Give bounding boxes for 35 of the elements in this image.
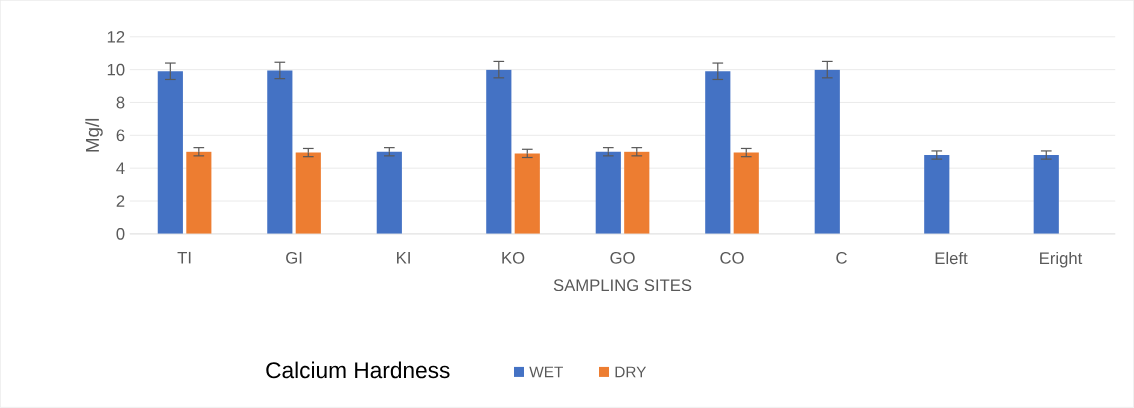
y-tick-label: 8 (116, 96, 125, 109)
bar (514, 153, 540, 235)
x-tick-label: GI (286, 252, 302, 264)
x-tick-label: KO (502, 252, 525, 264)
x-tick-label: TI (177, 252, 191, 264)
y-tick-label: 2 (116, 195, 125, 207)
bar (624, 151, 650, 235)
y-axis-title: Mg/l (85, 119, 103, 152)
x-tick-label: GO (610, 252, 635, 264)
bar (486, 69, 512, 235)
bar (295, 152, 321, 235)
y-tick-label: 12 (107, 31, 125, 43)
bar (1033, 155, 1059, 235)
x-tick-label: CO (720, 252, 744, 264)
x-tick-label: C (836, 252, 847, 264)
y-tick-label: 4 (116, 162, 125, 175)
bar (814, 69, 840, 235)
y-tick-label: 0 (116, 228, 125, 240)
legend-title: Calcium Hardness (266, 361, 450, 379)
bar (924, 155, 950, 235)
legend-label: DRY (615, 366, 647, 378)
x-axis-title: SAMPLING SITES (553, 279, 692, 292)
bar (733, 152, 759, 235)
bar (267, 70, 293, 235)
bar (157, 71, 183, 235)
legend-label: WET (529, 366, 563, 378)
x-tick-label: KI (397, 252, 410, 264)
bar (186, 151, 212, 235)
bar (595, 151, 621, 235)
x-tick-label: Eright (1040, 252, 1083, 268)
y-tick-label: 10 (107, 63, 125, 76)
y-tick-label: 6 (116, 129, 125, 142)
bar (705, 71, 731, 235)
x-tick-label: Eleft (935, 252, 968, 265)
bar (376, 151, 402, 235)
